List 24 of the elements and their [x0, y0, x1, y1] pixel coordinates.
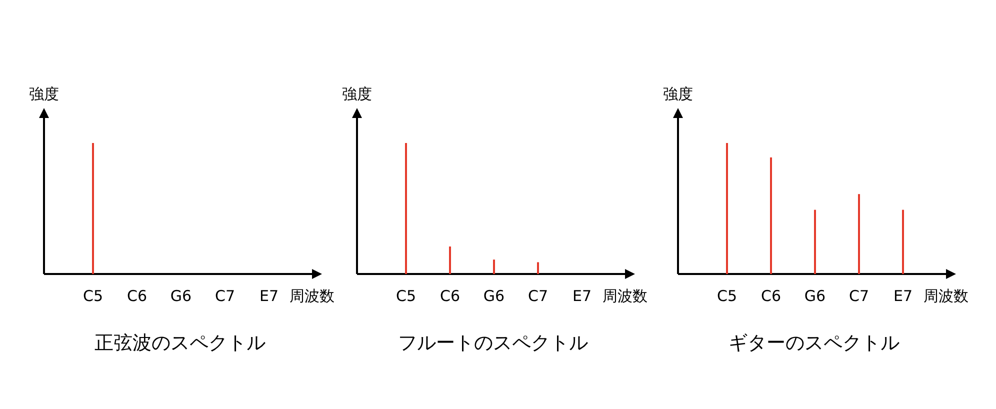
x-axis-title: 周波数 [290, 287, 334, 305]
x-tick-label: C7 [214, 287, 236, 305]
x-tick-label: G6 [170, 287, 192, 305]
x-tick-label: C7 [848, 287, 870, 305]
x-tick-label: C5 [716, 287, 738, 305]
text: 正弦波のスペクトル [94, 332, 266, 354]
x-axis-title: 周波数 [924, 287, 968, 305]
x-tick-label: C6 [440, 287, 460, 305]
x-tick-label: G6 [483, 287, 505, 305]
x-tick-label: C5 [82, 287, 104, 305]
y-axis-title: 強度 [342, 85, 372, 103]
y-axis-title: 強度 [29, 85, 59, 103]
x-tick-label: C6 [126, 287, 148, 305]
x-axis-title: 周波数 [602, 287, 648, 305]
x-tick-label: C5 [396, 287, 416, 305]
x-tick-label: E7 [893, 287, 913, 305]
text: ギターのスペクトル [728, 332, 900, 354]
x-tick-label: C7 [528, 287, 548, 305]
text: フルートのスペクトル [398, 332, 588, 354]
y-axis-title: 強度 [663, 85, 693, 103]
x-tick-label: E7 [572, 287, 592, 305]
x-tick-label: E7 [259, 287, 279, 305]
x-tick-label: G6 [804, 287, 826, 305]
x-tick-label: C6 [760, 287, 782, 305]
